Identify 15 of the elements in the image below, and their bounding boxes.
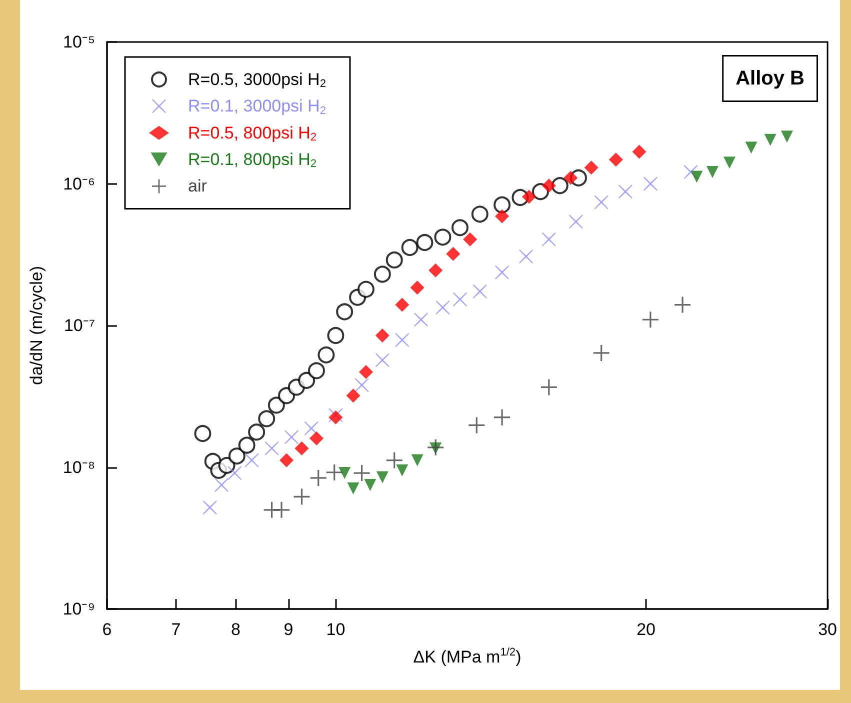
x-tick-label: 6	[102, 620, 112, 639]
y-tick-label: 10⁻⁶	[63, 174, 95, 194]
y-axis-title: da/dN (m/cycle)	[27, 266, 46, 386]
y-tick-label: 10⁻⁹	[62, 600, 95, 618]
y-tick-label: 10⁻⁷	[64, 316, 95, 335]
x-tick-label: 10	[326, 620, 346, 639]
x-tick-label: 20	[636, 620, 656, 639]
x-tick-label: 9	[284, 620, 294, 639]
x-tick-label: 7	[171, 620, 181, 639]
x-tick-label: 30	[818, 620, 838, 639]
annotation: Alloy B	[736, 68, 805, 90]
y-tick-label: 10⁻⁸	[62, 458, 95, 477]
legend-label: air	[188, 176, 208, 196]
x-tick-label: 8	[231, 620, 241, 639]
y-tick-label: 10⁻⁵	[63, 32, 95, 52]
